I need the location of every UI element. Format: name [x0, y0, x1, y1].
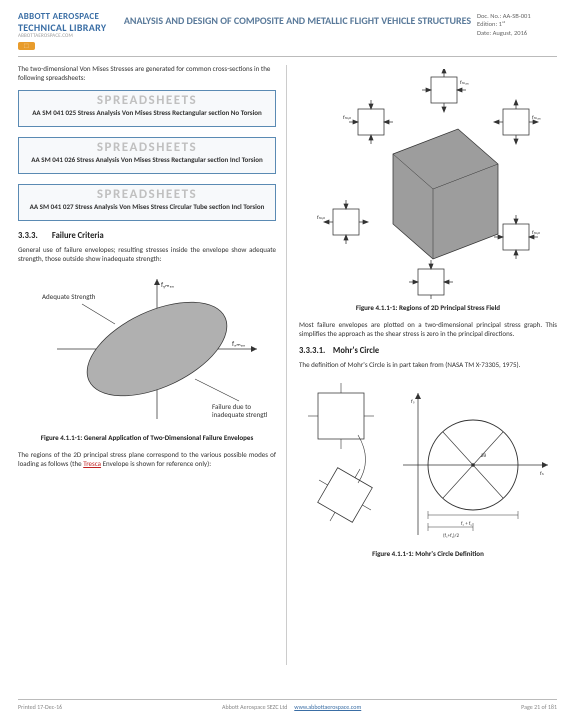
section-num: 3.3.3.	[18, 231, 50, 241]
figure-stress-field: fₘₐₓ fₘᵢₙ fₘₐₓ fₘᵢₙ fₘᵢₙ	[303, 69, 553, 299]
doc-edition: Edition: 1ˢᵗ	[477, 20, 557, 28]
footer-center: Abbott Aerospace SEZC Ltd www.abbottaero…	[222, 703, 361, 711]
sheet-label: AA SM 041 026 Stress Analysis Von Mises …	[25, 156, 269, 165]
left-column: The two-dimensional Von Mises Stresses a…	[18, 65, 287, 665]
footer-printed: Printed 17-Dec-16	[18, 703, 62, 711]
doc-date: Date: August, 2016	[477, 29, 557, 37]
watermark: SPREADSHEETS	[19, 140, 275, 155]
label-fmin: fₘᵢₙ	[532, 230, 541, 236]
label-tau: fₛ	[411, 399, 415, 405]
label-2theta: 2θ	[481, 453, 487, 459]
section-num: 3.3.3.1.	[299, 346, 331, 356]
figure-failure-envelope: Adequate Strength Failure due to inadequ…	[27, 269, 267, 429]
logo-block: ABBOTT AEROSPACE TECHNICAL LIBRARY ABBOT…	[18, 12, 118, 50]
para2-link[interactable]: Tresca	[83, 459, 101, 468]
fig-caption-envelope: Figure 4.1.1-1: General Application of T…	[18, 433, 276, 442]
logo-badge: ⬚	[18, 42, 35, 50]
section-title: Mohr's Circle	[333, 346, 379, 356]
fig-caption-stress-field: Figure 4.1.1-1: Regions of 2D Principal …	[299, 303, 557, 312]
footer-url[interactable]: www.abbottaerospace.com	[294, 703, 361, 711]
footer-company: Abbott Aerospace SEZC Ltd	[222, 703, 287, 711]
label-fmax: fₘₐₓ	[460, 80, 469, 86]
label-xmax: fₓₘₐₓ	[232, 339, 245, 348]
sheet-label: AA SM 041 027 Stress Analysis Von Mises …	[25, 203, 269, 212]
para-failure: General use of failure envelopes; result…	[18, 245, 276, 263]
watermark: SPREADSHEETS	[19, 187, 275, 202]
page-footer: Printed 17-Dec-16 Abbott Aerospace SEZC …	[18, 699, 557, 711]
label-fmin: fₘᵢₙ	[343, 115, 352, 121]
doc-no: Doc. No.: AA-SB-001	[477, 12, 557, 20]
label-fmax: fₘₐₓ	[532, 115, 541, 121]
spreadsheet-link-1[interactable]: SPREADSHEETS AA SM 041 025 Stress Analys…	[18, 90, 276, 127]
label-ymax: fᵧₘₐₓ	[161, 280, 174, 289]
label-sigma: fₙ	[540, 471, 545, 477]
label-fail-2: inadequate strength	[212, 410, 267, 419]
label-dim1: fₓ + fᵧ	[461, 521, 472, 527]
label-adequate: Adequate Strength	[42, 292, 96, 301]
label-dim2: (fₓ+fᵧ)/2	[443, 532, 459, 539]
doc-meta: Doc. No.: AA-SB-001 Edition: 1ˢᵗ Date: A…	[477, 12, 557, 37]
section-title: Failure Criteria	[52, 231, 104, 241]
label-fmin: fₘᵢₙ	[317, 215, 326, 221]
sheet-label: AA SM 041 025 Stress Analysis Von Mises …	[25, 109, 269, 118]
spreadsheet-link-3[interactable]: SPREADSHEETS AA SM 041 027 Stress Analys…	[18, 184, 276, 221]
para2b: Envelope is shown for reference only):	[103, 459, 211, 468]
section-heading-failure: 3.3.3. Failure Criteria	[18, 231, 276, 241]
figure-mohr-circle: 2θ fₓ + fᵧ (fₓ+fᵧ)/2 fₛ fₙ	[303, 375, 553, 545]
fig-caption-mohr: Figure 4.1.1-1: Mohr's Circle Definition	[299, 549, 557, 558]
para-mohr-def: The definition of Mohr's Circle is in pa…	[299, 360, 557, 369]
intro-text: The two-dimensional Von Mises Stresses a…	[18, 65, 276, 83]
main-columns: The two-dimensional Von Mises Stresses a…	[18, 65, 557, 665]
doc-title: ANALYSIS AND DESIGN OF COMPOSITE AND MET…	[118, 12, 477, 27]
page-header: ABBOTT AEROSPACE TECHNICAL LIBRARY ABBOT…	[18, 12, 557, 57]
para-regions: The regions of the 2D principal stress p…	[18, 450, 276, 468]
footer-page: Page 21 of 181	[521, 703, 557, 711]
right-column: fₘₐₓ fₘᵢₙ fₘₐₓ fₘᵢₙ fₘᵢₙ Figure 4.1.1-1:…	[299, 65, 557, 665]
section-heading-mohr: 3.3.3.1. Mohr's Circle	[299, 346, 557, 356]
para-envelopes: Most failure envelopes are plotted on a …	[299, 320, 557, 338]
watermark: SPREADSHEETS	[19, 93, 275, 108]
logo-line2: TECHNICAL LIBRARY	[18, 22, 118, 33]
spreadsheet-link-2[interactable]: SPREADSHEETS AA SM 041 026 Stress Analys…	[18, 137, 276, 174]
